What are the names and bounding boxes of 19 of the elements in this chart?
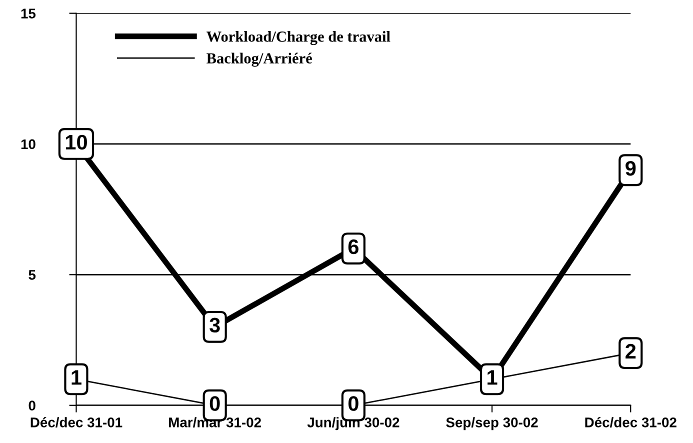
x-tick-label: Mar/mar 31-02 <box>169 417 261 428</box>
data-label: 9 <box>626 160 636 176</box>
data-label: 10 <box>66 134 87 150</box>
data-label: 1 <box>488 370 498 385</box>
data-label: 0 <box>348 396 358 411</box>
data-label: 2 <box>626 344 636 358</box>
x-tick-label: Déc/dec 31-01 <box>30 417 122 428</box>
legend-label: Workload/Charge de travail <box>206 31 390 46</box>
legend-label: Backlog/Arriéré <box>206 52 312 67</box>
y-tick-label: 0 <box>28 400 36 411</box>
y-tick-label: 5 <box>28 270 36 280</box>
y-tick-label: 10 <box>21 139 36 150</box>
data-label: 6 <box>348 239 358 254</box>
data-label: 3 <box>210 318 220 333</box>
x-tick-label: Sep/sep 30-02 <box>446 417 538 430</box>
data-label: 0 <box>210 396 220 411</box>
data-label: 1 <box>72 370 82 385</box>
y-tick-label: 15 <box>21 8 36 18</box>
x-tick-label: Déc/dec 31-02 <box>585 417 676 428</box>
